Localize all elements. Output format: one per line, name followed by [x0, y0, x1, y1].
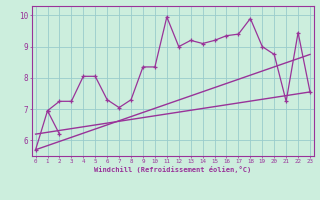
X-axis label: Windchill (Refroidissement éolien,°C): Windchill (Refroidissement éolien,°C): [94, 166, 252, 173]
